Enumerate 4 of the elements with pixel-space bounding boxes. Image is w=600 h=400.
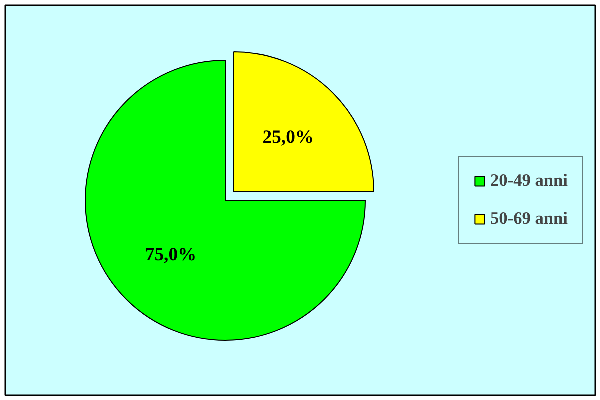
legend-label: 50-69 anni xyxy=(490,209,568,229)
data-label: 25,0% xyxy=(262,127,314,148)
legend-label: 20-49 anni xyxy=(490,171,568,191)
data-label: 75,0% xyxy=(145,244,197,266)
